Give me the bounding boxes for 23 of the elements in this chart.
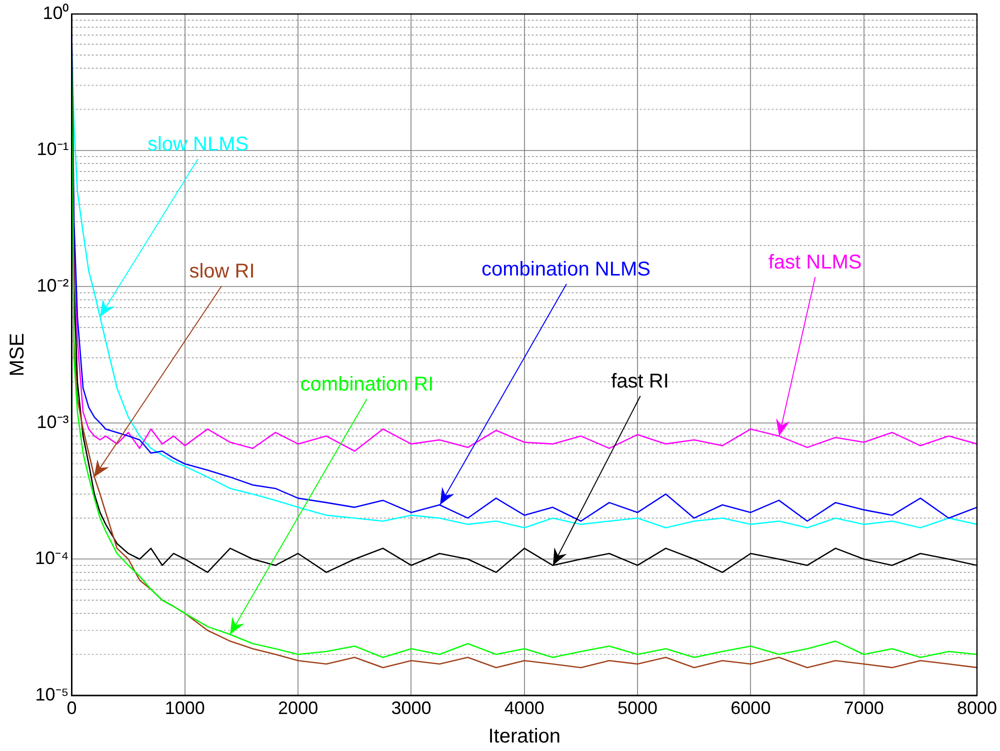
- text: slow RI: [189, 260, 255, 283]
- y-tick-label: 10⁻⁴: [34, 548, 69, 568]
- text: slow NLMS: [147, 134, 249, 156]
- x-tick-label: 5000: [617, 698, 658, 718]
- x-tick-label: 3000: [391, 698, 432, 718]
- y-tick-label: 10⁰: [42, 2, 69, 23]
- x-tick-label: 0: [66, 698, 77, 718]
- y-tick-label: 10⁻¹: [36, 139, 69, 160]
- y-axis-title: MSE: [6, 333, 29, 376]
- x-tick-label: 6000: [730, 698, 771, 718]
- y-tick-label: 10⁻⁵: [35, 684, 69, 704]
- text: fast NLMS: [768, 252, 862, 274]
- text: fast RI: [611, 370, 669, 393]
- x-tick-label: 4000: [504, 698, 544, 718]
- y-tick-label: 10⁻²: [36, 276, 69, 296]
- text: combination RI: [300, 374, 434, 396]
- x-tick-label: 7000: [844, 698, 884, 718]
- x-axis-title: Iteration: [488, 726, 560, 748]
- y-tick-label: 10⁻³: [36, 412, 69, 432]
- text: combination NLMS: [482, 258, 650, 281]
- x-tick-label: 2000: [278, 698, 318, 718]
- x-tick-label: 8000: [956, 698, 997, 718]
- x-tick-label: 1000: [164, 698, 205, 718]
